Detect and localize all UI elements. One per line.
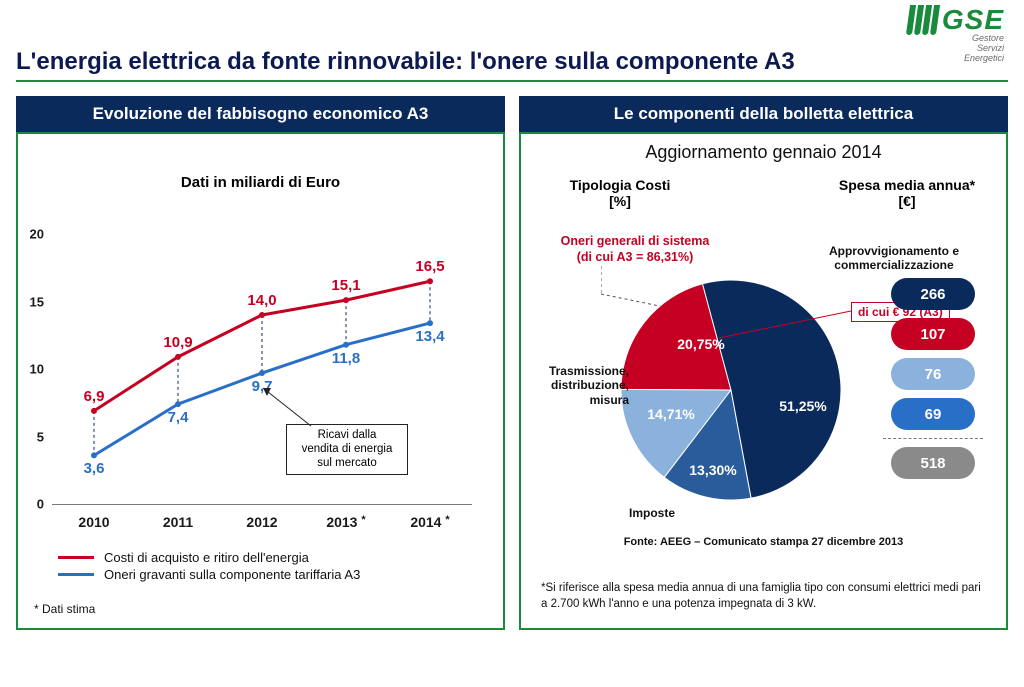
callout-arrow [253,374,313,434]
line-chart: 051015202010201120122013 *2014 *6,910,91… [52,234,472,505]
slide: GSE Gestore Servizi Energetici L'energia… [0,0,1024,687]
legend-swatch-blue [58,573,94,576]
y-tick-label: 0 [22,497,44,512]
right-panel-body: Aggiornamento gennaio 2014 Tipologia Cos… [519,132,1008,630]
note: *Si riferisce alla spesa media annua di … [541,580,986,612]
trasm-label: Trasmissione, distribuzione, misura [529,364,629,407]
source-line: Fonte: AEEG – Comunicato stampa 27 dicem… [521,536,1006,548]
data-label: 3,6 [84,460,105,477]
logo-stripes [908,5,938,35]
spend-pill: 518 [891,447,975,479]
approv-label: Approvvigionamento e commercializzazione [809,244,979,273]
footnote: * Dati stima [34,602,95,616]
data-label: 7,4 [168,409,189,426]
pill-stack: 266 107 76 69 518 [878,270,988,487]
data-label: 11,8 [332,350,360,367]
pill-separator [883,438,983,439]
title-row: L'energia elettrica da fonte rinnovabile… [16,48,1008,82]
x-tick-label: 2010 [64,514,124,530]
dashed-leader-icon [601,266,721,306]
x-tick-label: 2011 [148,514,208,530]
spend-pill: 76 [891,358,975,390]
y-tick-label: 10 [22,362,44,377]
col-unit: [€] [898,193,915,209]
data-label: 6,9 [84,388,105,405]
oneri-label: Oneri generali di sistema (di cui A3 = 8… [535,234,735,265]
x-tick-label: 2012 [232,514,292,530]
data-label: 10,9 [163,334,192,351]
data-label: 14,0 [247,292,276,309]
page-title: L'energia elettrica da fonte rinnovabile… [16,48,1008,82]
legend-swatch-red [58,556,94,559]
pct-oneri: 20,75% [677,336,724,352]
legend-label: Oneri gravanti sulla componente tariffar… [104,567,360,582]
col-unit: [%] [609,193,631,209]
logo: GSE Gestore Servizi Energetici [908,4,1004,64]
y-tick-label: 20 [22,227,44,242]
pct-imposte: 13,30% [689,462,736,478]
left-panel-header: Evoluzione del fabbisogno economico A3 [16,96,505,132]
y-tick-label: 15 [22,294,44,309]
pct-approv: 51,25% [779,398,826,414]
spend-pill: 107 [891,318,975,350]
logo-sub: Gestore Servizi Energetici [908,34,1004,64]
chart-title: Dati in miliardi di Euro [18,174,503,191]
left-panel-body: Dati in miliardi di Euro 0 5 10 15 20 2010 201… [16,132,505,630]
col-title: Spesa media annua* [839,177,975,193]
dicui-leader-icon [719,310,859,330]
legend-item: Oneri gravanti sulla componente tariffar… [58,567,360,582]
left-panel: Evoluzione del fabbisogno economico A3 D… [16,96,505,630]
x-tick-label: 2013 * [316,514,376,530]
imposte-label: Imposte [629,506,675,520]
col-title: Tipologia Costi [570,177,671,193]
line-chart-svg [52,234,472,504]
right-panel: Le componenti della bolletta elettrica A… [519,96,1008,630]
logo-text: GSE [942,4,1004,36]
column-titles: Tipologia Costi [%] Spesa media annua* [… [521,177,1006,209]
pct-trasm: 14,71% [647,406,694,422]
legend-item: Costi di acquisto e ritiro dell'energia [58,550,360,565]
subtitle: Aggiornamento gennaio 2014 [521,142,1006,163]
data-label: 15,1 [331,277,360,294]
x-tick-label: 2014 * [400,514,460,530]
y-tick-label: 5 [22,429,44,444]
spend-pill: 69 [891,398,975,430]
data-label: 13,4 [415,328,444,345]
spend-pill: 266 [891,278,975,310]
legend-label: Costi di acquisto e ritiro dell'energia [104,550,309,565]
right-panel-header: Le componenti della bolletta elettrica [519,96,1008,132]
data-label: 16,5 [415,258,444,275]
legend: Costi di acquisto e ritiro dell'energia … [58,548,360,584]
